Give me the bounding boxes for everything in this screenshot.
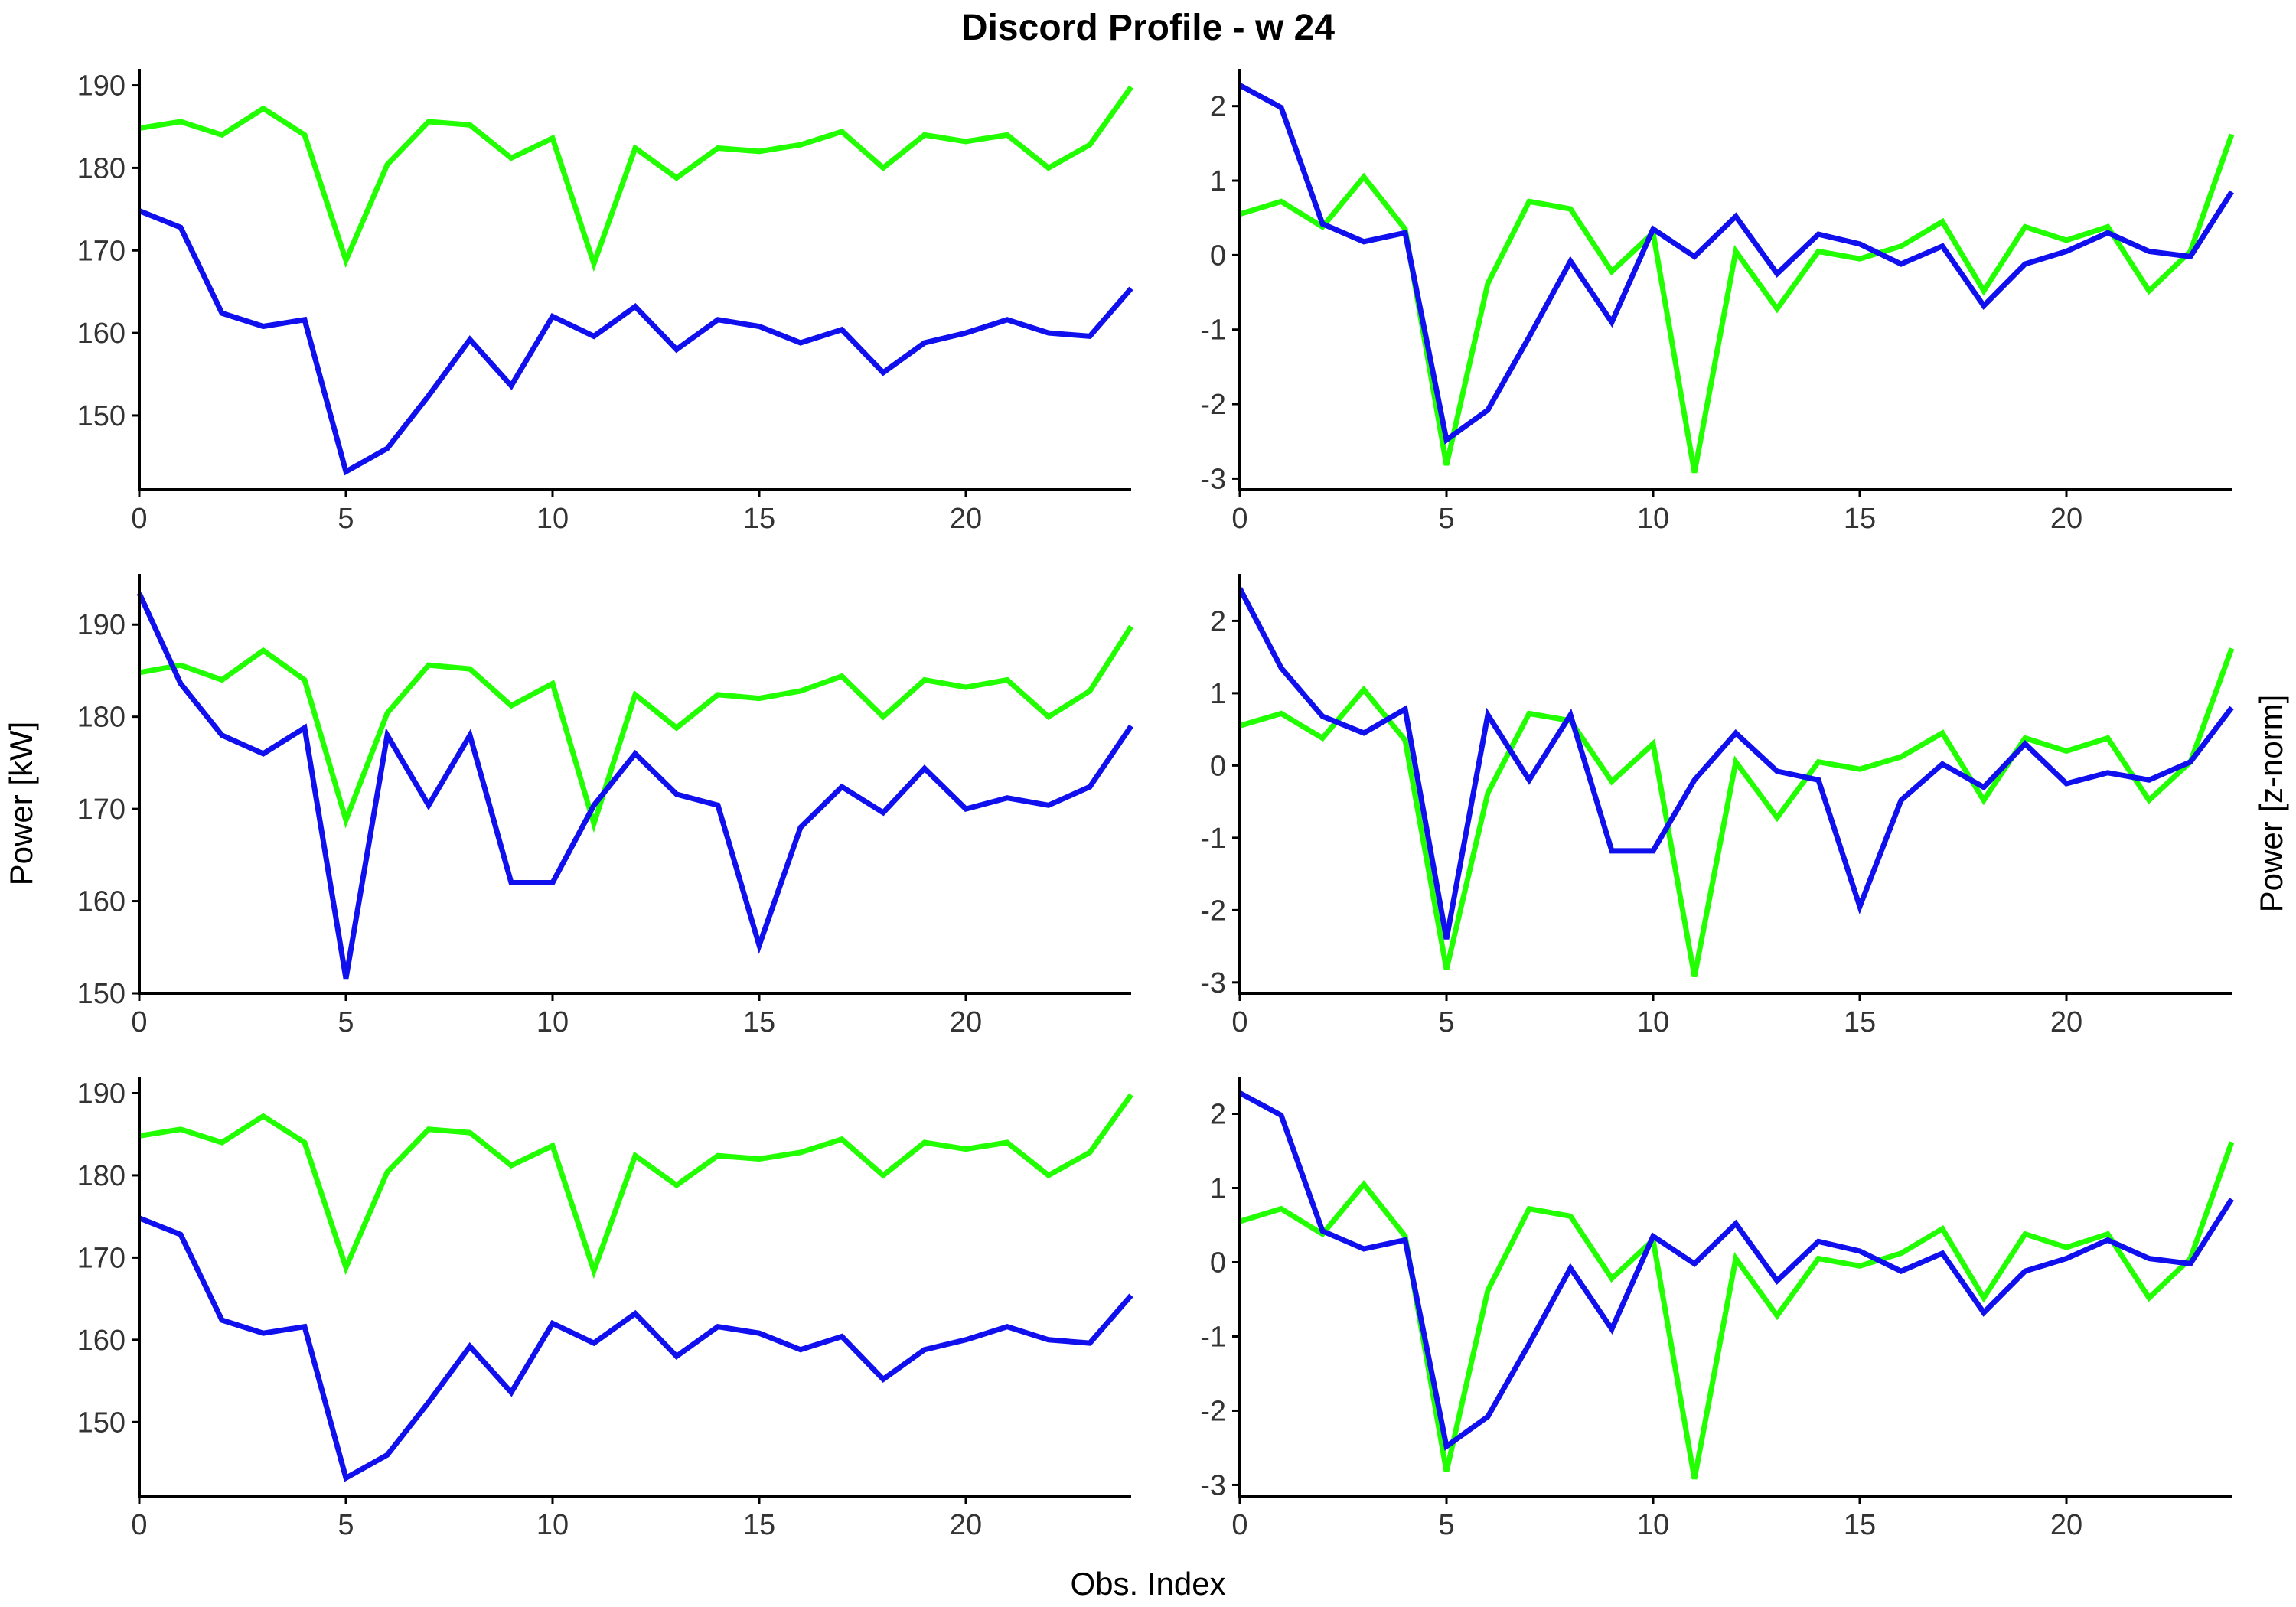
series-line-blue [138, 1215, 1133, 1482]
y-tick-label: 160 [77, 318, 126, 350]
y-tick-label: 170 [77, 1242, 126, 1274]
series-line-blue [138, 208, 1133, 476]
y-tick-label: 170 [77, 794, 126, 826]
x-tick-label: 5 [1438, 503, 1454, 535]
series-line-green [139, 1093, 1133, 1279]
y-tick-label: 190 [77, 609, 126, 641]
x-tick-label: 10 [1637, 1006, 1669, 1038]
series-line-green [1238, 1141, 2235, 1480]
y-axis-label-right: Power [z-norm] [2253, 695, 2289, 913]
y-tick-label: -1 [1200, 823, 1226, 855]
y-tick-label: -1 [1200, 315, 1226, 347]
y-tick-label: 0 [1210, 750, 1226, 782]
x-tick-label: 0 [131, 503, 147, 535]
series-line-blue [1238, 83, 2234, 445]
x-tick-label: 15 [743, 1509, 775, 1541]
series-line-blue [1237, 587, 2234, 940]
y-tick-label: 0 [1210, 1247, 1226, 1279]
series-line-green [139, 85, 1133, 272]
series-line-blue [136, 592, 1133, 980]
y-tick-label: 150 [77, 1407, 126, 1439]
panel-row3-right: 0 5 10 15 20 -3 -2 -1 0 1 2 [1200, 1077, 2235, 1541]
y-tick-label: -3 [1200, 1469, 1226, 1501]
x-tick-label: 20 [2050, 1509, 2082, 1541]
panel-row1-right: 0 5 10 15 20 -3 -2 -1 0 1 2 [1200, 69, 2235, 535]
y-tick-label: 2 [1210, 605, 1226, 637]
panel-row2-left: 0 5 10 15 20 150 160 170 180 190 [77, 574, 1133, 1038]
x-tick-label: 20 [950, 1509, 982, 1541]
x-tick-label: 20 [2050, 1006, 2082, 1038]
panel-row2-right: 0 5 10 15 20 -3 -2 -1 0 1 2 [1200, 574, 2235, 1038]
panel-row3-left: 0 5 10 15 20 150 160 170 180 190 [77, 1077, 1133, 1541]
x-tick-label: 15 [743, 503, 775, 535]
y-tick-label: 150 [77, 978, 126, 1010]
series-line-green [139, 624, 1133, 833]
x-tick-label: 20 [950, 503, 982, 535]
y-tick-label: 150 [77, 400, 126, 432]
x-tick-label: 5 [1438, 1006, 1454, 1038]
y-tick-label: 180 [77, 1160, 126, 1192]
y-tick-label: 2 [1210, 1098, 1226, 1130]
y-tick-label: 190 [77, 70, 126, 103]
x-tick-label: 5 [338, 503, 354, 535]
y-tick-label: 1 [1210, 1172, 1226, 1204]
y-tick-label: -2 [1200, 895, 1226, 927]
y-tick-label: 0 [1210, 240, 1226, 272]
y-tick-label: 190 [77, 1077, 126, 1110]
x-tick-label: 0 [131, 1006, 147, 1038]
series-line-green [1238, 133, 2235, 474]
y-tick-label: -1 [1200, 1321, 1226, 1353]
panel-row1-left: 0 5 10 15 20 150 160 170 180 190 [77, 69, 1133, 535]
x-tick-label: 10 [536, 1006, 569, 1038]
y-axis-label-left: Power [kW] [3, 722, 39, 886]
y-tick-label: -3 [1200, 463, 1226, 495]
x-tick-label: 5 [1438, 1509, 1454, 1541]
figure-title: Discord Profile - w 24 [961, 8, 1335, 48]
y-tick-label: 180 [77, 702, 126, 734]
x-tick-label: 15 [743, 1006, 775, 1038]
y-tick-label: -3 [1200, 967, 1226, 999]
y-tick-label: 2 [1210, 91, 1226, 123]
x-tick-label: 20 [950, 1006, 982, 1038]
x-tick-label: 10 [536, 503, 569, 535]
x-tick-label: 15 [1844, 503, 1876, 535]
x-tick-label: 5 [338, 1509, 354, 1541]
y-tick-label: 1 [1210, 165, 1226, 197]
x-tick-label: 10 [1637, 1509, 1669, 1541]
x-tick-label: 0 [131, 1509, 147, 1541]
x-tick-label: 20 [2050, 503, 2082, 535]
x-tick-label: 5 [338, 1006, 354, 1038]
x-axis-label: Obs. Index [1070, 1566, 1225, 1602]
series-line-blue [1238, 1090, 2234, 1452]
y-tick-label: 160 [77, 1325, 126, 1357]
y-tick-label: 180 [77, 152, 126, 184]
y-tick-label: -2 [1200, 1395, 1226, 1427]
x-tick-label: 15 [1844, 1509, 1876, 1541]
x-tick-label: 0 [1231, 503, 1247, 535]
x-tick-label: 10 [536, 1509, 569, 1541]
series-line-green [1239, 647, 2235, 977]
x-tick-label: 0 [1231, 1509, 1247, 1541]
y-tick-label: 170 [77, 235, 126, 267]
x-tick-label: 0 [1231, 1006, 1247, 1038]
y-tick-label: -2 [1200, 389, 1226, 421]
x-tick-label: 15 [1844, 1006, 1876, 1038]
x-tick-label: 10 [1637, 503, 1669, 535]
y-tick-label: 160 [77, 886, 126, 918]
y-tick-label: 1 [1210, 678, 1226, 710]
